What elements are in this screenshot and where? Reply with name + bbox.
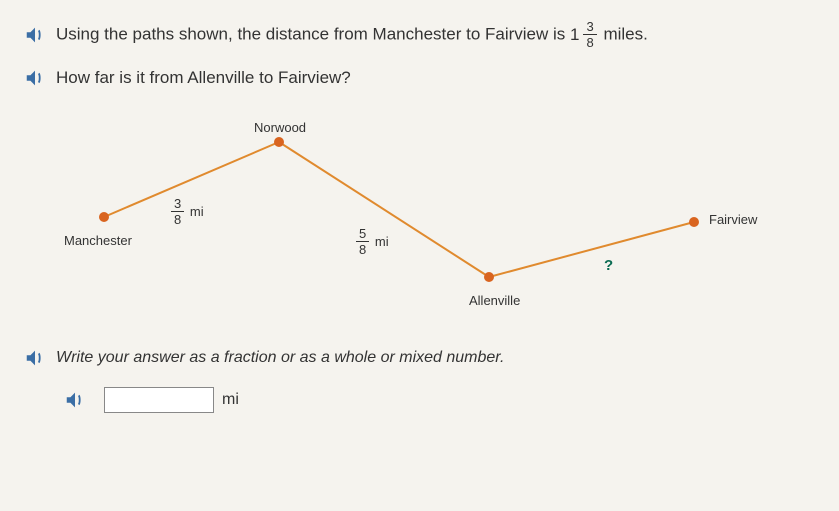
city-node	[274, 137, 284, 147]
answer-row: mi	[64, 387, 815, 413]
city-label: Allenville	[469, 293, 520, 308]
speaker-icon[interactable]	[24, 347, 46, 369]
total-distance: 1 3 8	[570, 20, 599, 49]
speaker-icon[interactable]	[24, 67, 46, 89]
answer-prompt-line: Write your answer as a fraction or as a …	[24, 347, 815, 369]
speaker-icon[interactable]	[24, 24, 46, 46]
unknown-distance-label: ?	[604, 257, 613, 274]
city-label: Fairview	[709, 212, 757, 227]
edge-distance-label: 38 mi	[169, 197, 204, 226]
city-node	[689, 217, 699, 227]
edge-distance-label: 58 mi	[354, 227, 389, 256]
city-node	[484, 272, 494, 282]
intro-suffix: miles.	[603, 25, 647, 44]
city-label: Norwood	[254, 120, 306, 135]
question-line: How far is it from Allenville to Fairvie…	[24, 67, 815, 89]
intro-line: Using the paths shown, the distance from…	[24, 20, 815, 49]
path-edge	[279, 142, 489, 277]
edge-fraction: 58	[356, 227, 369, 256]
total-fraction: 3 8	[583, 20, 596, 49]
answer-prompt: Write your answer as a fraction or as a …	[56, 349, 504, 367]
city-node	[99, 212, 109, 222]
speaker-icon[interactable]	[64, 389, 86, 411]
answer-unit: mi	[222, 391, 239, 409]
question-text: How far is it from Allenville to Fairvie…	[56, 68, 351, 88]
path-diagram: 38 mi 58 mi? Manchester Norwood Allenville Fa…	[44, 107, 824, 317]
answer-input[interactable]	[104, 387, 214, 413]
intro-text: Using the paths shown, the distance from…	[56, 20, 648, 49]
edge-fraction: 38	[171, 197, 184, 226]
intro-prefix: Using the paths shown, the distance from…	[56, 25, 570, 44]
city-label: Manchester	[64, 233, 132, 248]
diagram-svg	[44, 107, 824, 317]
path-edge	[489, 222, 694, 277]
